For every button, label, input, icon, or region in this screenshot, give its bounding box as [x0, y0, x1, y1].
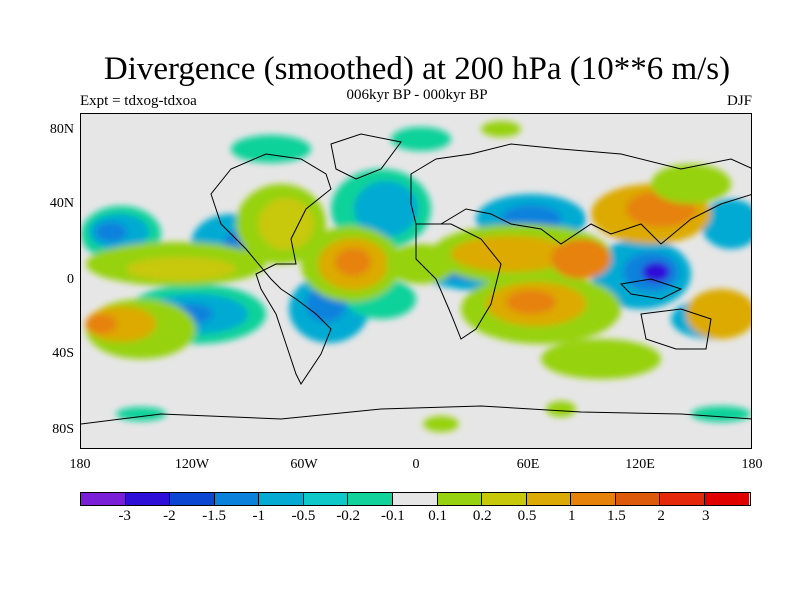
colorbar [80, 492, 751, 506]
colorbar-label: 0.1 [428, 508, 447, 524]
colorbar-swatch [482, 493, 527, 505]
colorbar-swatch [125, 493, 171, 505]
colorbar-swatch [704, 493, 750, 505]
colorbar-swatch [615, 493, 661, 505]
colorbar-label: -0.5 [291, 508, 316, 524]
colorbar-swatch [259, 493, 304, 505]
colorbar-swatch [348, 493, 393, 505]
colorbar-label: 1.5 [607, 508, 626, 524]
map-canvas [81, 114, 751, 448]
chart-subtitle: 006kyr BP - 000kyr BP [346, 87, 488, 103]
coastlines [81, 133, 751, 425]
lat-label-80s: 80S [52, 422, 74, 437]
lon-label-120w: 120W [174, 457, 210, 472]
lat-label-40s: 40S [52, 346, 74, 361]
colorbar-label: 3 [702, 508, 710, 524]
colorbar-swatch [214, 493, 260, 505]
colorbar-label: 0.2 [472, 508, 492, 524]
chart-title: Divergence (smoothed) at 200 hPa (10**6 … [103, 51, 731, 87]
lon-label-120e: 120E [625, 457, 655, 472]
season-label: DJF [726, 93, 752, 109]
colorbar-label: 2 [657, 508, 665, 524]
lon-label-180w: 180 [69, 457, 91, 472]
colorbar-label: 1 [567, 508, 576, 524]
colorbar-swatch [526, 493, 572, 505]
lon-label-0: 0 [412, 457, 420, 472]
lat-label-80n: 80N [49, 122, 74, 137]
colorbar-label: -0.1 [381, 508, 405, 524]
divergence-map [80, 113, 752, 449]
divergence-field [81, 121, 751, 432]
colorbar-swatch [303, 493, 349, 505]
colorbar-label: -1 [252, 508, 266, 524]
lat-label-40n: 40N [49, 196, 74, 211]
colorbar-label: -1.5 [202, 508, 226, 524]
colorbar-label: -0.2 [336, 508, 361, 524]
lat-label-0: 0 [67, 272, 74, 287]
lon-label-60e: 60E [516, 457, 540, 472]
colorbar-label: 0.5 [517, 508, 537, 524]
colorbar-label: -2 [163, 508, 176, 524]
colorbar-label: -3 [118, 508, 131, 524]
experiment-label: Expt = tdxog-tdxoa [80, 93, 197, 109]
lon-label-180e: 180 [741, 457, 763, 472]
colorbar-swatch [660, 493, 705, 505]
colorbar-swatch [170, 493, 215, 505]
lon-label-60w: 60W [290, 457, 318, 472]
colorbar-swatch [392, 493, 438, 505]
colorbar-swatch [437, 493, 483, 505]
colorbar-swatch [81, 493, 126, 505]
colorbar-swatch [571, 493, 616, 505]
